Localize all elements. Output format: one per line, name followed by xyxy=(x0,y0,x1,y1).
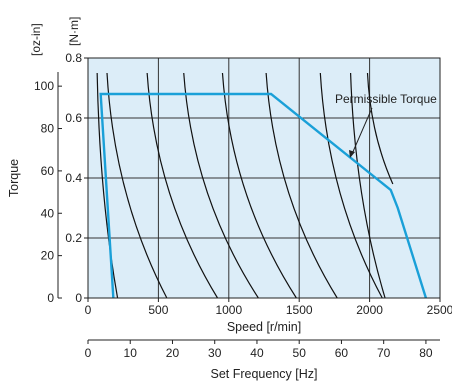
x2-tick-label-7: 70 xyxy=(377,346,391,360)
x-axis-title: Speed [r/min] xyxy=(227,320,301,334)
speed-curve-2 xyxy=(146,72,219,299)
annotation-arrow-line xyxy=(351,107,373,155)
y-tick-label-ozin-0: 0 xyxy=(47,291,54,305)
x2-tick-label-6: 60 xyxy=(335,346,349,360)
y-tick-label-ozin-4: 80 xyxy=(41,122,55,136)
x2-tick-label-4: 40 xyxy=(250,346,264,360)
speed-curve-5 xyxy=(265,72,338,299)
speed-curve-3 xyxy=(183,72,259,299)
y-tick-label-nm-2: 0.4 xyxy=(65,171,82,185)
x2-tick-label-2: 20 xyxy=(166,346,180,360)
y-tick-label-ozin-3: 60 xyxy=(41,164,55,178)
x-tick-label-5: 2500 xyxy=(427,303,452,317)
x-axis-frequency: 0 10 20 30 40 50 60 70 80 xyxy=(85,340,433,360)
speed-curve-8 xyxy=(366,72,394,185)
x2-tick-label-0: 0 xyxy=(85,346,92,360)
y-tick-label-ozin-1: 20 xyxy=(41,249,55,263)
annotation-arrow-head xyxy=(349,150,355,158)
y-axis-ozin: 0 20 40 60 80 100 xyxy=(34,79,62,305)
permissible-torque-line xyxy=(99,92,428,299)
speed-curve-6 xyxy=(319,72,383,299)
y-units-inner: [N·m] xyxy=(67,17,81,46)
speed-curve-7 xyxy=(349,72,386,299)
speed-curve-1 xyxy=(106,72,168,299)
x2-tick-label-3: 30 xyxy=(208,346,222,360)
y-tick-label-nm-1: 0.2 xyxy=(65,231,82,245)
x-axis-speed: 0 500 1000 1500 2000 2500 xyxy=(85,298,452,317)
y-tick-label-ozin-5: 100 xyxy=(34,79,54,93)
y-tick-label-nm-3: 0.6 xyxy=(65,111,82,125)
y-units-outer: [oz-in] xyxy=(29,23,43,56)
x-tick-label-3: 1500 xyxy=(286,303,313,317)
y-tick-label-nm-0: 0 xyxy=(75,291,82,305)
x2-tick-label-5: 50 xyxy=(293,346,307,360)
y-axis-nm: 0 0.2 0.4 0.6 0.8 xyxy=(65,51,88,305)
annotation-permissible-torque: Permissible Torque xyxy=(335,92,437,106)
x-tick-label-0: 0 xyxy=(85,303,92,317)
x2-tick-label-8: 80 xyxy=(419,346,433,360)
x-tick-label-4: 2000 xyxy=(356,303,383,317)
x2-axis-title: Set Frequency [Hz] xyxy=(211,367,318,381)
x-tick-label-1: 500 xyxy=(148,303,168,317)
y-tick-label-nm-4: 0.8 xyxy=(65,51,82,65)
speed-curve-4 xyxy=(221,72,297,299)
speed-curve-0 xyxy=(96,72,119,299)
x-tick-label-2: 1000 xyxy=(215,303,242,317)
speed-curves xyxy=(96,72,394,299)
x2-tick-label-1: 10 xyxy=(124,346,138,360)
y-axis-title: Torque xyxy=(7,159,21,197)
y-tick-label-ozin-2: 40 xyxy=(41,206,55,220)
